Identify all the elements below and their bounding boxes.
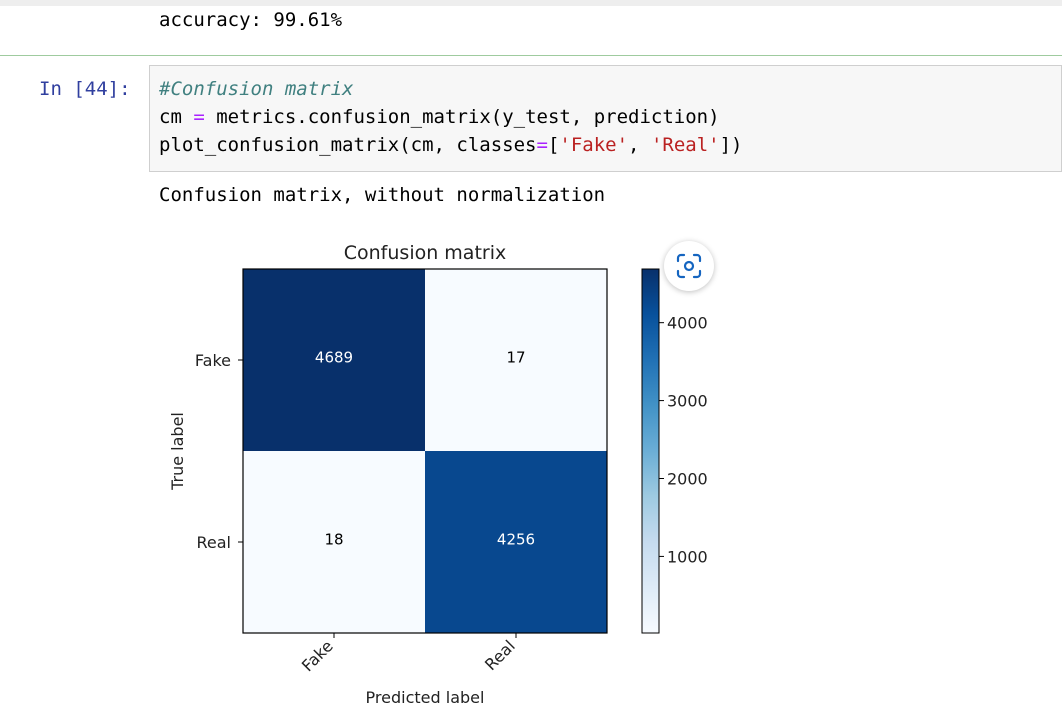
y-tick-label: Fake xyxy=(195,351,231,370)
code-line: #Confusion matrix xyxy=(159,78,353,100)
code-token: plot_confusion_matrix(cm, classes xyxy=(159,134,537,156)
colorbar-tick-label: 2000 xyxy=(667,470,708,489)
code-token: [ xyxy=(547,134,560,156)
plot-frame xyxy=(242,268,608,634)
code-token: metrics.confusion_matrix(y_test, predict… xyxy=(204,106,720,128)
cell-value-label: 17 xyxy=(506,349,525,367)
code-token: , xyxy=(628,134,651,156)
cell-output-text: Confusion matrix, without normalization xyxy=(159,184,606,206)
colorbar xyxy=(641,268,660,634)
lens-scan-button[interactable] xyxy=(664,241,714,291)
x-tick-label: Fake xyxy=(298,636,337,675)
lens-scan-icon xyxy=(676,253,702,279)
previous-output: accuracy: 99.61% xyxy=(159,9,343,31)
code-token: = xyxy=(193,106,205,128)
code-token: 'Real' xyxy=(650,134,720,156)
x-tick-label: Real xyxy=(481,636,519,674)
code-line: plot_confusion_matrix(cm, classes=['Fake… xyxy=(159,134,742,156)
code-token: #Confusion matrix xyxy=(159,78,354,100)
heatmap-cell xyxy=(243,269,425,451)
heatmap-cell xyxy=(243,451,425,633)
top-bar xyxy=(0,0,1062,6)
x-axis-label: Predicted label xyxy=(366,688,485,707)
chart-title: Confusion matrix xyxy=(344,242,506,264)
cell-value-label: 4689 xyxy=(315,349,353,367)
y-tick-label: Real xyxy=(197,533,232,552)
colorbar-tick-label: 4000 xyxy=(667,314,708,333)
cell-divider xyxy=(0,55,1062,56)
code-token: 'Fake' xyxy=(559,134,629,156)
heatmap-cell xyxy=(425,269,607,451)
heatmap-cell xyxy=(425,451,607,633)
code-cell-input[interactable]: #Confusion matrix cm = metrics.confusion… xyxy=(149,65,1062,172)
cell-value-label: 18 xyxy=(324,531,343,549)
colorbar-tick-label: 3000 xyxy=(667,392,708,411)
code-token: cm xyxy=(159,106,194,128)
colorbar-tick-label: 1000 xyxy=(667,547,708,566)
code-line: cm = metrics.confusion_matrix(y_test, pr… xyxy=(159,106,720,128)
y-axis-label: True label xyxy=(168,412,187,491)
code-token: ]) xyxy=(719,134,743,156)
cell-prompt: In [44]: xyxy=(39,78,131,100)
code-token: = xyxy=(536,134,548,156)
cell-value-label: 4256 xyxy=(497,531,535,549)
